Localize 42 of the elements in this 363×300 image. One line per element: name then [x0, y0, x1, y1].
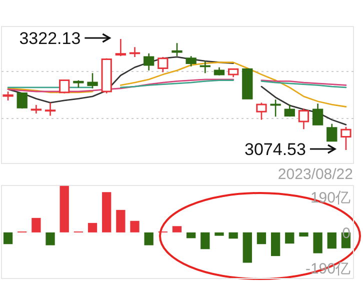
- bar: [88, 222, 98, 232]
- candlestick: [200, 60, 210, 74]
- bar: [32, 218, 41, 232]
- bar: [130, 220, 140, 232]
- candlestick: [312, 102, 324, 126]
- bar: [200, 232, 210, 250]
- candlestick: [144, 52, 154, 72]
- candlestick: [59, 80, 70, 94]
- candlestick: [186, 55, 196, 68]
- bar: [60, 186, 69, 232]
- candlestick: [340, 126, 352, 151]
- bar: [102, 192, 112, 232]
- bar: [228, 232, 238, 239]
- candlestick: [284, 104, 295, 118]
- bar: [327, 232, 336, 249]
- bar: [172, 226, 182, 232]
- bar: [144, 232, 154, 246]
- candlestick: [326, 123, 338, 142]
- bar: [186, 232, 196, 238]
- bar: [270, 232, 280, 256]
- bar: [46, 232, 55, 246]
- candlestick: [44, 102, 56, 116]
- candlestick: [87, 72, 98, 90]
- candlestick: [256, 102, 267, 120]
- bar: [299, 232, 308, 237]
- bar: [116, 210, 126, 232]
- y-tick-label: 190亿: [310, 190, 350, 207]
- annotation: 3322.13: [19, 29, 81, 48]
- bar: [242, 232, 252, 263]
- candlestick: [172, 42, 182, 57]
- bar: [313, 232, 322, 254]
- candlestick: [115, 38, 126, 57]
- bar: [285, 232, 294, 244]
- candlestick: [129, 46, 140, 58]
- bar: [214, 232, 224, 236]
- candlestick: [298, 108, 310, 130]
- annotation: 3074.53: [244, 140, 306, 159]
- bar: [256, 232, 266, 244]
- candlestick: [16, 92, 28, 110]
- bar: [3, 232, 13, 244]
- text: 2023/08/22: [278, 166, 353, 183]
- candlestick: [158, 56, 168, 73]
